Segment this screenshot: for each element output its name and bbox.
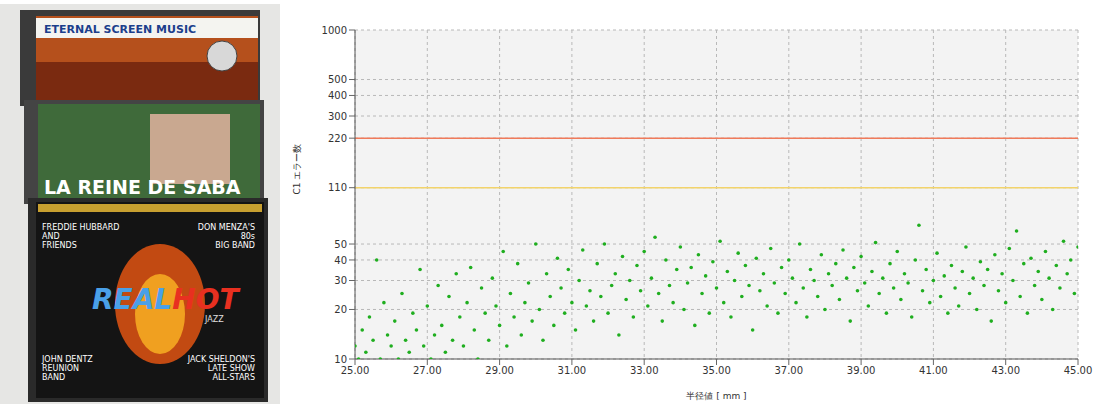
svg-text:29.00: 29.00 [485, 365, 514, 376]
svg-text:JAZZ: JAZZ [204, 315, 224, 324]
svg-text:33.00: 33.00 [630, 365, 659, 376]
svg-text:30: 30 [334, 275, 347, 286]
svg-text:110: 110 [328, 182, 347, 193]
svg-text:1000: 1000 [322, 25, 347, 36]
svg-text:35.00: 35.00 [702, 365, 731, 376]
svg-text:500: 500 [328, 74, 347, 85]
svg-text:37.00: 37.00 [774, 365, 803, 376]
svg-text:FREDDIE HUBBARDANDFRIENDS: FREDDIE HUBBARDANDFRIENDS [42, 223, 120, 250]
svg-text:JOHN DENTZREUNIONBAND: JOHN DENTZREUNIONBAND [41, 355, 93, 382]
svg-text:20: 20 [334, 304, 347, 315]
svg-text:ETERNAL SCREEN MUSIC: ETERNAL SCREEN MUSIC [44, 23, 196, 36]
svg-text:41.00: 41.00 [919, 365, 948, 376]
svg-text:半径値 [ mm ]: 半径値 [ mm ] [686, 391, 746, 401]
svg-text:31.00: 31.00 [558, 365, 587, 376]
svg-text:50: 50 [334, 239, 347, 250]
svg-text:25.00: 25.00 [341, 365, 370, 376]
svg-text:300: 300 [328, 111, 347, 122]
svg-text:43.00: 43.00 [991, 365, 1020, 376]
svg-text:DON MENZA'S80sBIG BAND: DON MENZA'S80sBIG BAND [198, 223, 255, 250]
svg-text:27.00: 27.00 [413, 365, 442, 376]
svg-text:JACK SHELDON'SLATE SHOWALL-STA: JACK SHELDON'SLATE SHOWALL-STARS [187, 355, 255, 382]
svg-text:REALHOT: REALHOT [92, 283, 240, 316]
svg-text:10: 10 [334, 354, 347, 365]
svg-text:45.00: 45.00 [1064, 365, 1093, 376]
svg-text:220: 220 [328, 133, 347, 144]
svg-text:40: 40 [334, 255, 347, 266]
svg-text:C1 エラー数: C1 エラー数 [292, 144, 302, 195]
svg-text:39.00: 39.00 [847, 365, 876, 376]
svg-text:400: 400 [328, 90, 347, 101]
svg-text:LA REINE DE SABA: LA REINE DE SABA [44, 176, 241, 198]
